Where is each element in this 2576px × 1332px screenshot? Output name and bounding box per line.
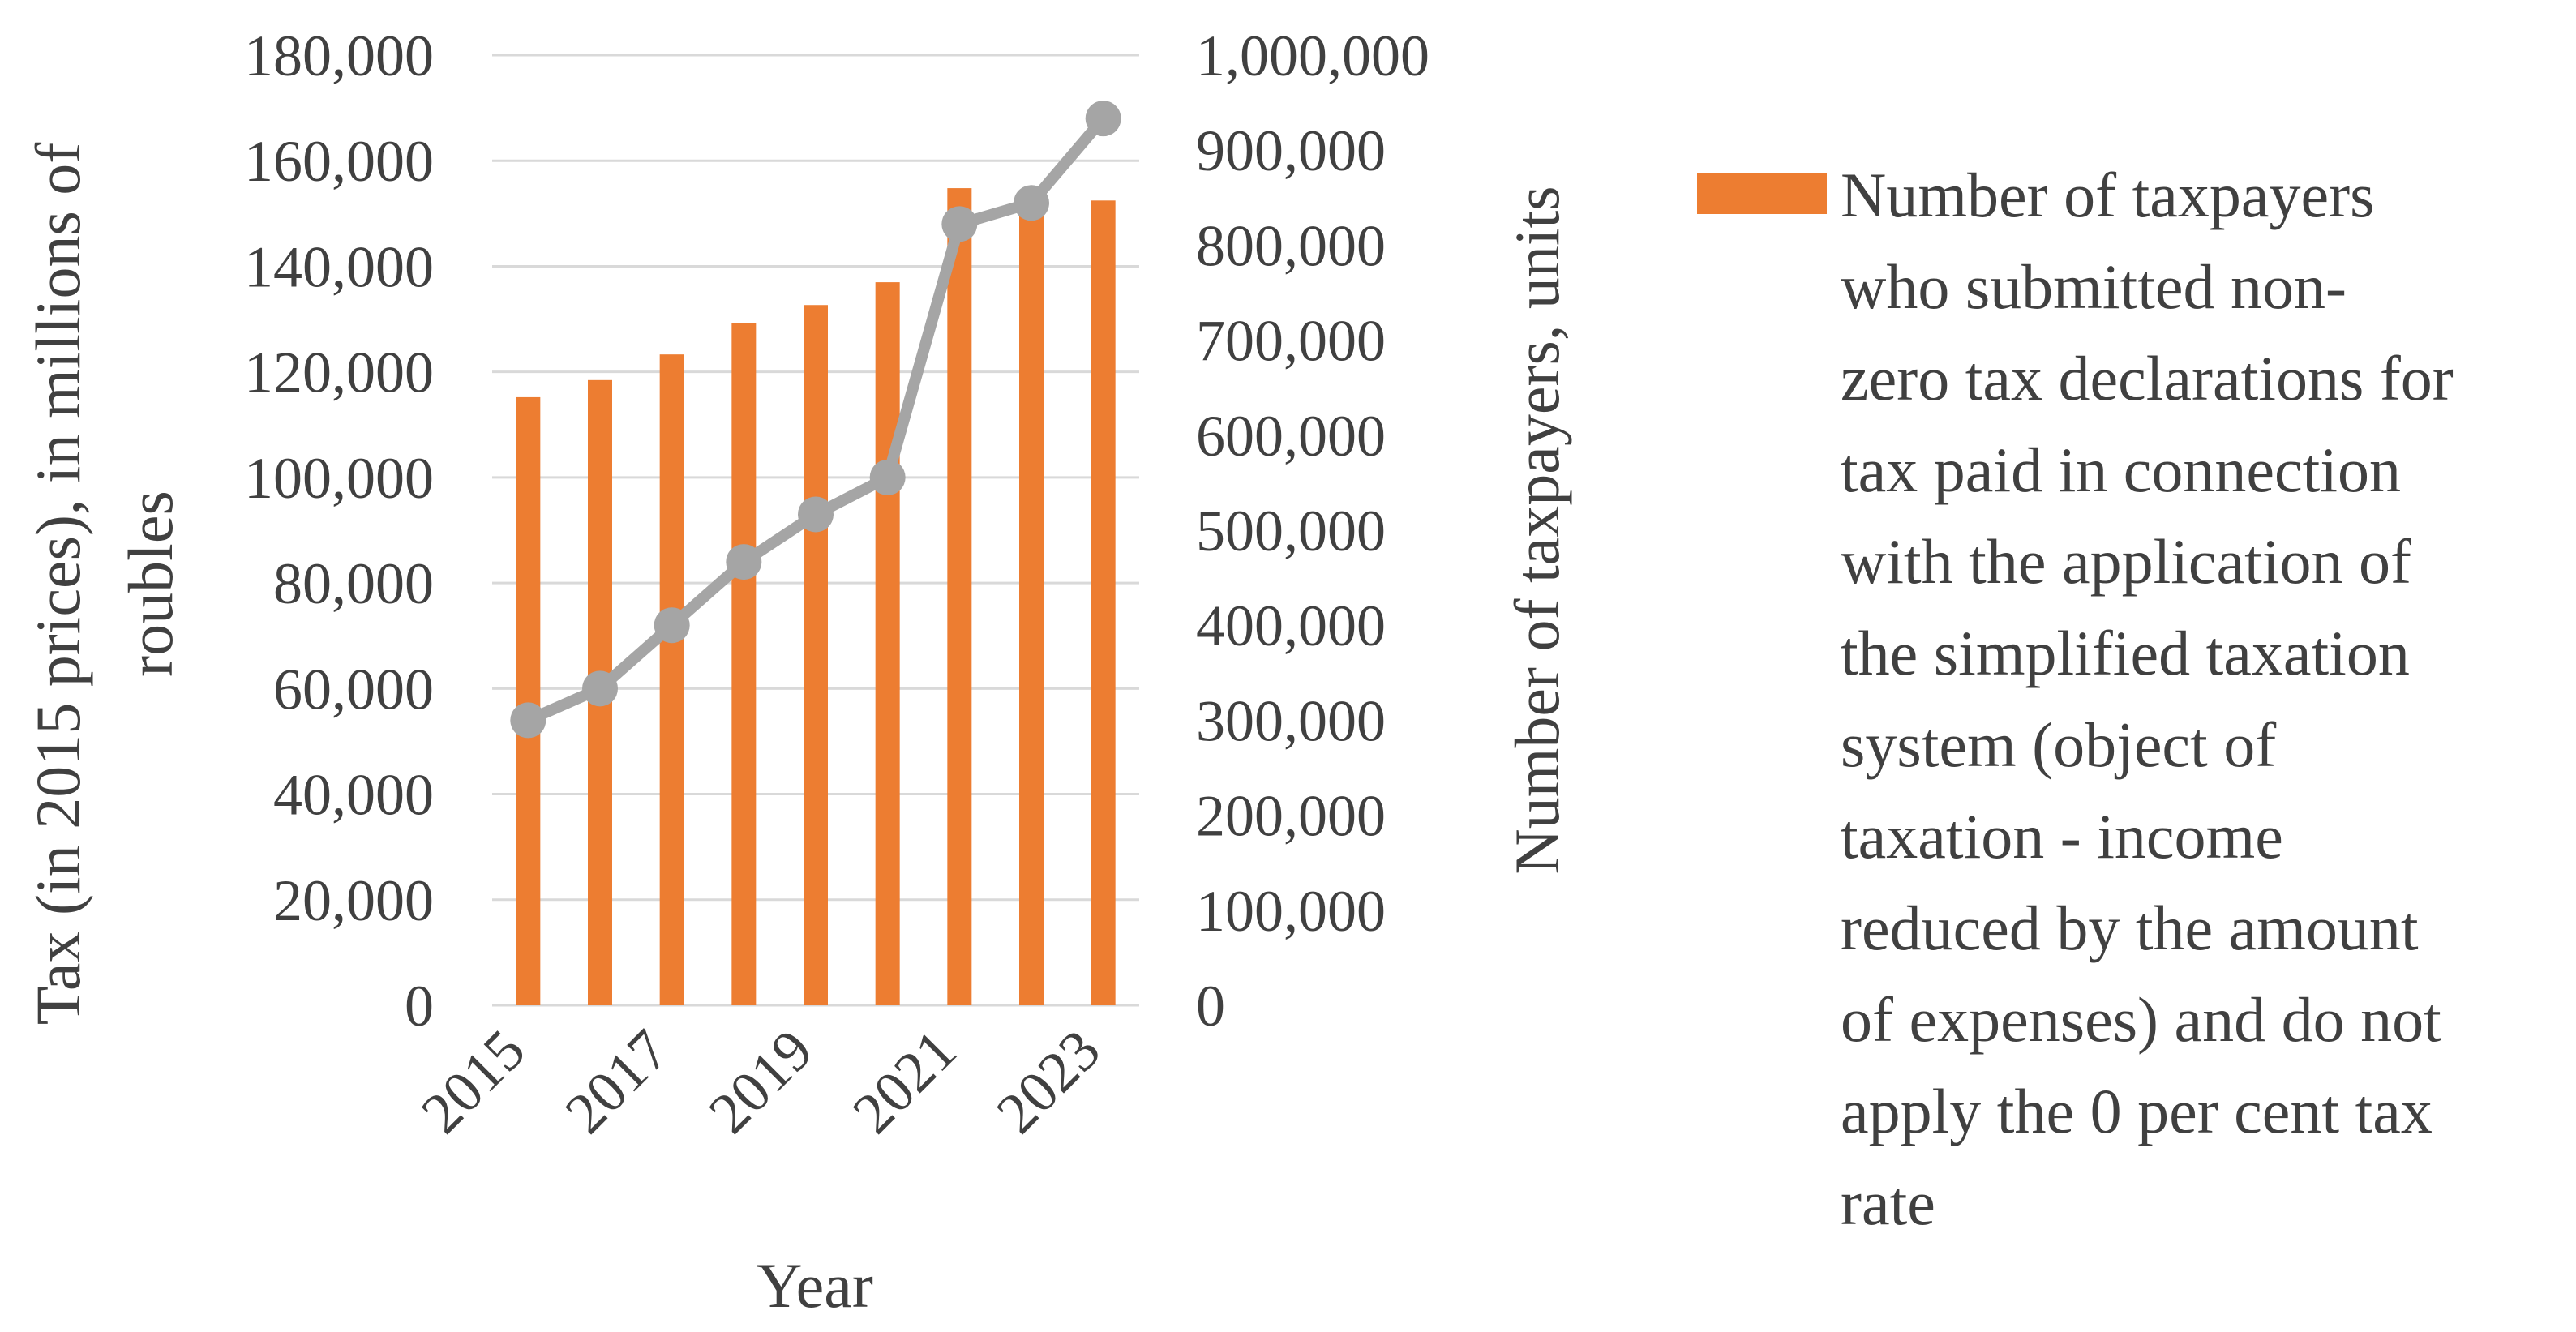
left-axis-tick-label: 0 [405,974,434,1039]
left-axis-tick-label: 20,000 [273,868,434,933]
right-axis-tick-label: 900,000 [1196,118,1386,183]
legend-label-line: apply the 0 per cent tax [1841,1076,2432,1146]
legend-label-line: Number of taxpayers [1841,160,2374,230]
x-axis-ticks: 2015 2017 2019 2021 2023 [409,1017,1112,1146]
left-axis-tick-label: 80,000 [273,551,434,616]
left-axis-tick-label: 140,000 [244,234,434,299]
right-axis-tick-label: 800,000 [1196,213,1386,278]
legend-label: Number of taxpayers who submitted non-zer… [1841,160,2454,1238]
bar [1091,200,1116,1006]
right-axis-tick-label: 400,000 [1196,593,1386,658]
right-axis-tick-label: 300,000 [1196,688,1386,753]
bar [875,282,900,1005]
line-point [869,459,906,495]
legend: Number of taxpayers who submitted non-zer… [1697,160,2454,1238]
right-axis-ticks: 0 100,000 200,000 300,000 400,000 500,000 600,… [1196,24,1429,1039]
x-axis-tick-label: 2019 [697,1017,825,1146]
legend-label-line: who submitted non- [1841,251,2347,322]
line-point [582,670,618,707]
line-series [510,101,1121,739]
left-axis-ticks: 0 20,000 40,000 60,000 80,000 100,000 120,000 1… [244,24,434,1039]
line-point [941,206,978,242]
bar [659,354,684,1005]
bar-series [516,188,1116,1006]
line-point [510,702,546,739]
legend-label-line: rate [1841,1167,1935,1238]
right-axis-tick-label: 600,000 [1196,404,1386,469]
x-axis-tick-label: 2017 [553,1017,681,1146]
legend-label-line: tax paid in connection [1841,435,2401,505]
left-axis-tick-label: 60,000 [273,657,434,722]
line-point [1085,101,1121,137]
line-point [798,496,834,533]
bar [516,396,541,1005]
right-axis-title: Number of taxpayers, units [1502,186,1572,874]
left-axis-tick-label: 100,000 [244,446,434,511]
bar [947,188,972,1005]
x-axis-title: Year [757,1250,873,1321]
line-point [726,544,762,580]
x-axis-tick-label: 2023 [984,1017,1112,1146]
left-axis-title-line-1: Tax (in 2015 prices), in millions of [23,143,93,1026]
right-axis-tick-label: 700,000 [1196,309,1386,374]
left-axis-tick-label: 160,000 [244,129,434,194]
legend-label-line: reduced by the amount [1841,893,2419,963]
bar [731,323,757,1005]
left-axis-title-line-2: roubles [115,490,186,677]
right-axis-tick-label: 1,000,000 [1196,24,1429,88]
right-axis-tick-label: 500,000 [1196,499,1386,563]
right-axis-tick-label: 100,000 [1196,879,1386,944]
left-axis-tick-label: 180,000 [244,24,434,88]
right-axis-tick-label: 0 [1196,974,1225,1039]
right-axis-tick-label: 200,000 [1196,784,1386,849]
bar [804,305,828,1006]
legend-label-line: of expenses) and do not [1841,984,2441,1055]
legend-label-line: the simplified taxation [1841,618,2410,688]
legend-label-line: zero tax declarations for [1841,343,2454,413]
legend-label-line: system (object of [1841,709,2276,780]
bar [1019,192,1044,1005]
line-point [1014,185,1049,221]
left-axis-tick-label: 120,000 [244,340,434,405]
legend-label-line: taxation - income [1841,801,2283,872]
line-point [654,607,690,644]
legend-label-line: with the application of [1841,526,2411,597]
x-axis-tick-label: 2021 [840,1017,968,1146]
left-axis-tick-label: 40,000 [273,763,434,828]
legend-swatch [1697,173,1827,214]
